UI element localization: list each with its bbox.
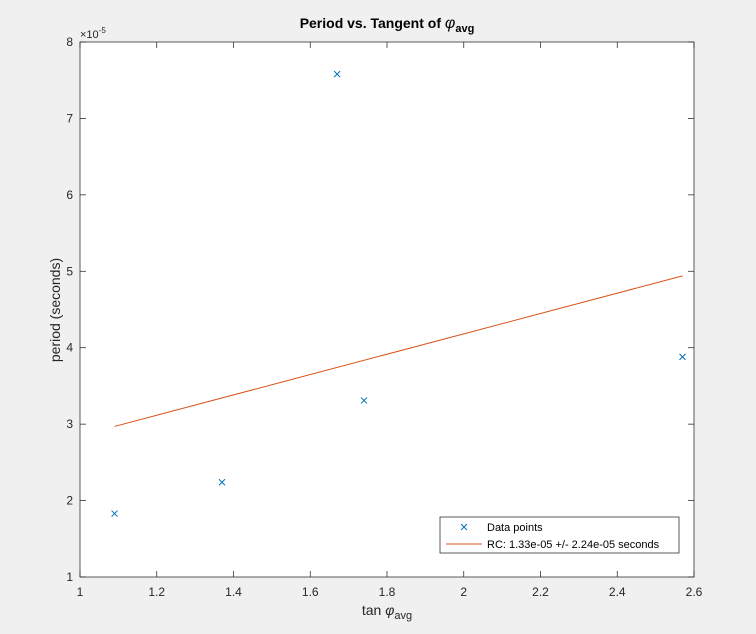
y-tick-label: 2 <box>66 494 73 508</box>
x-tick-label: 1.8 <box>379 585 396 599</box>
y-tick-label: 1 <box>66 570 73 584</box>
x-tick-label: 2.4 <box>609 585 626 599</box>
legend-marker-data-points <box>460 523 468 531</box>
data-point-marker <box>360 397 368 404</box>
legend-label-data-points: Data points <box>487 522 543 534</box>
data-point-marker <box>111 510 118 517</box>
y-tick-label: 7 <box>66 111 73 125</box>
data-point-marker <box>679 353 686 361</box>
x-axis-label: tan φavg <box>362 602 412 622</box>
y-tick-label: 3 <box>66 417 73 431</box>
legend: Data points RC: 1.33e-05 +/- 2.24e-05 se… <box>439 516 680 554</box>
x-tick-label: 1 <box>77 585 84 599</box>
x-tick-label: 2.6 <box>686 585 703 599</box>
x-tick-label: 1.6 <box>302 585 319 599</box>
data-layer <box>111 70 686 517</box>
x-tick-label: 1.4 <box>225 585 242 599</box>
plot-area <box>80 42 694 577</box>
x-tick-label: 2 <box>460 585 467 599</box>
axes-box <box>79 41 695 578</box>
y-tick-label: 4 <box>66 341 73 355</box>
fit-line <box>114 275 683 427</box>
y-tick-label: 6 <box>66 188 73 202</box>
x-tick-label: 2.2 <box>532 585 549 599</box>
data-point-marker <box>218 478 226 486</box>
y-axis-label: period (seconds) <box>47 258 63 362</box>
x-tick-label: 1.2 <box>148 585 165 599</box>
y-tick-label: 5 <box>66 264 73 278</box>
data-point-marker <box>333 70 341 78</box>
y-exponent-label: ×10-5 <box>80 26 106 41</box>
y-tick-label: 8 <box>66 35 73 49</box>
ticks: 1 1.2 1.4 1.6 1.8 2 2.2 2.4 2.6 1 2 3 4 5 6 7 8 <box>66 35 702 599</box>
chart-title: Period vs. Tangent of φavg <box>300 15 475 35</box>
legend-label-fit-line: RC: 1.33e-05 +/- 2.24e-05 seconds <box>487 539 660 551</box>
legend-box <box>439 516 680 554</box>
